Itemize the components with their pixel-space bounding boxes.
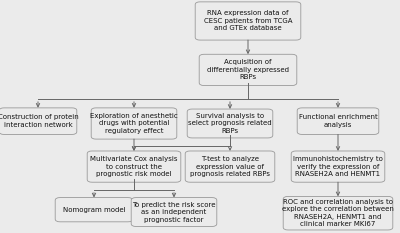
FancyBboxPatch shape xyxy=(131,198,217,226)
Text: Acquisition of
differentially expressed
RBPs: Acquisition of differentially expressed … xyxy=(207,59,289,80)
Text: Survival analysis to
select prognosis related
RBPs: Survival analysis to select prognosis re… xyxy=(188,113,272,134)
Text: Exploration of anesthetic
drugs with potential
regulatory effect: Exploration of anesthetic drugs with pot… xyxy=(90,113,178,134)
FancyBboxPatch shape xyxy=(291,151,385,182)
Text: Immunohistochemistry to
verify the expression of
RNASEH2A and HENMT1: Immunohistochemistry to verify the expre… xyxy=(293,156,383,177)
FancyBboxPatch shape xyxy=(283,196,393,230)
Text: T-test to analyze
expression value of
prognosis related RBPs: T-test to analyze expression value of pr… xyxy=(190,156,270,177)
Text: To predict the risk score
as an independent
prognostic factor: To predict the risk score as an independ… xyxy=(132,202,216,223)
FancyBboxPatch shape xyxy=(55,198,133,222)
Text: Nomogram model: Nomogram model xyxy=(63,207,125,213)
FancyBboxPatch shape xyxy=(297,108,379,134)
FancyBboxPatch shape xyxy=(185,151,275,182)
Text: Construction of protein
interaction network: Construction of protein interaction netw… xyxy=(0,114,78,128)
Text: RNA expression data of
CESC patients from TCGA
and GTEx database: RNA expression data of CESC patients fro… xyxy=(204,10,292,31)
FancyBboxPatch shape xyxy=(87,151,181,182)
Text: ROC and correlation analysis to
explore the correlation between
RNASEH2A, HENMT1: ROC and correlation analysis to explore … xyxy=(282,199,394,227)
FancyBboxPatch shape xyxy=(199,54,297,86)
Text: Functional enrichment
analysis: Functional enrichment analysis xyxy=(299,114,377,128)
Text: Multivariate Cox analysis
to construct the
prognostic risk model: Multivariate Cox analysis to construct t… xyxy=(90,156,178,177)
FancyBboxPatch shape xyxy=(195,2,301,40)
FancyBboxPatch shape xyxy=(0,108,77,134)
FancyBboxPatch shape xyxy=(187,109,273,138)
FancyBboxPatch shape xyxy=(91,108,177,139)
